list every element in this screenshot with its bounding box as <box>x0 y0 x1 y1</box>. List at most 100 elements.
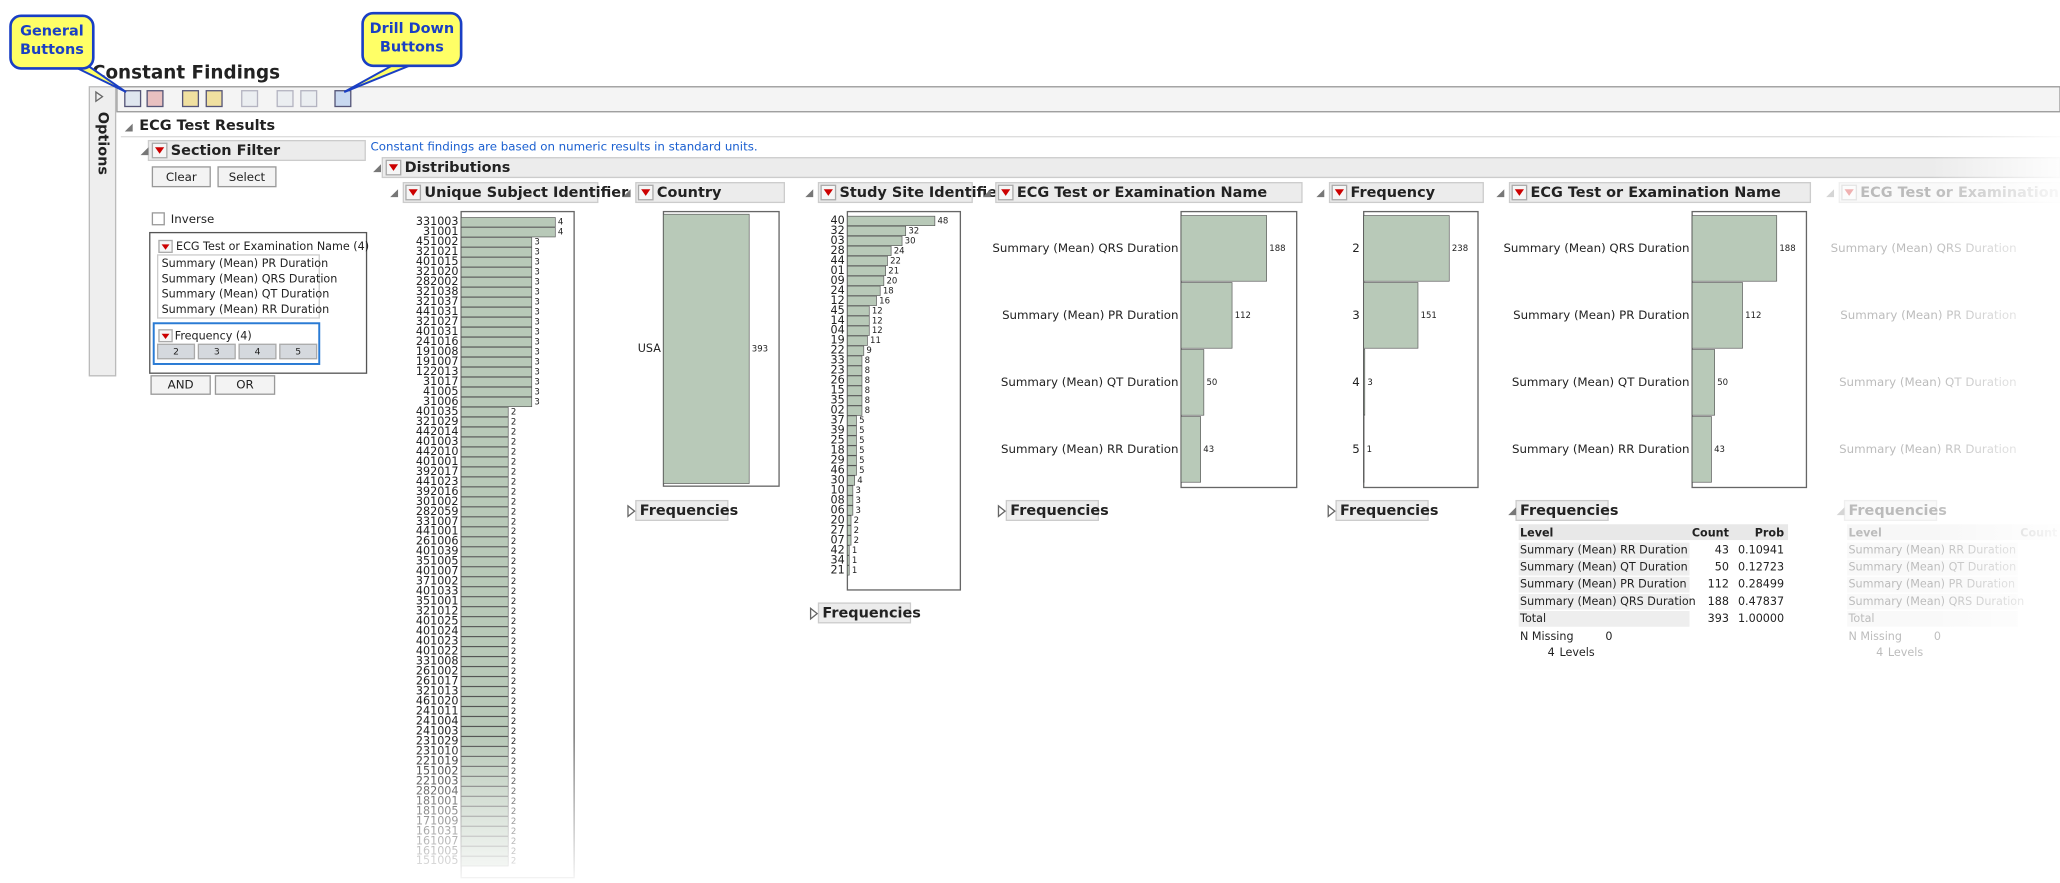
value-label: 1 <box>852 556 857 566</box>
category-label: 401033 <box>416 585 459 598</box>
value-label[interactable]: 5 <box>295 347 301 358</box>
table-cell: 0.28499 <box>1738 578 1784 591</box>
button-icon[interactable] <box>276 90 294 108</box>
bar <box>460 297 533 308</box>
value-label[interactable]: 3 <box>214 347 220 358</box>
value-button[interactable] <box>156 343 196 360</box>
row-bg <box>1518 610 1690 627</box>
value-button[interactable] <box>238 343 277 360</box>
button-label[interactable]: OR <box>236 378 254 392</box>
expand-icon[interactable] <box>997 504 1007 518</box>
collapse-icon[interactable] <box>622 189 631 198</box>
category-label: 31006 <box>423 395 459 408</box>
button-label[interactable]: AND <box>168 378 194 392</box>
value-label: 2 <box>511 487 516 497</box>
category-label: 32 <box>831 224 845 237</box>
callout-text: Buttons <box>380 39 444 55</box>
select-button[interactable] <box>217 166 277 188</box>
panel-title: ECG Test or Examination Name <box>1531 185 1782 201</box>
category-label: 31001 <box>423 225 459 238</box>
category-label: 24 <box>831 284 845 297</box>
and-button[interactable] <box>150 375 211 395</box>
bar <box>847 475 856 486</box>
category-label: 241004 <box>416 714 459 727</box>
button-icon[interactable] <box>334 90 352 108</box>
options-tab[interactable] <box>88 86 117 377</box>
value-label: 8 <box>865 406 870 416</box>
levels-label: Levels <box>1559 646 1594 659</box>
category-label: Summary (Mean) QT Duration <box>1001 375 1179 389</box>
category-label: 282002 <box>416 275 459 288</box>
button-label[interactable]: Select <box>229 170 266 184</box>
button-icon[interactable] <box>181 90 200 108</box>
bar <box>847 395 863 406</box>
value-button[interactable] <box>279 343 318 360</box>
bar <box>460 227 556 238</box>
bar <box>847 405 863 416</box>
value-label[interactable]: 2 <box>173 347 179 358</box>
levels-count: 4 <box>1876 646 1883 659</box>
bar <box>460 287 533 298</box>
collapse-icon[interactable] <box>1826 189 1835 198</box>
category-label: 321021 <box>416 245 459 258</box>
bar <box>847 235 903 246</box>
value-label: 4 <box>558 228 563 238</box>
bar <box>847 515 852 526</box>
filter-item[interactable]: Summary (Mean) PR Duration <box>162 257 329 270</box>
collapse-icon[interactable] <box>373 164 381 173</box>
checkbox[interactable] <box>151 212 165 226</box>
button-icon[interactable] <box>205 90 223 108</box>
category-label: 392017 <box>416 465 459 478</box>
collapse-icon[interactable] <box>1316 189 1325 198</box>
menu-arrow <box>388 164 399 171</box>
value-label: 3 <box>855 486 860 496</box>
collapse-icon[interactable] <box>982 189 991 198</box>
button-icon[interactable] <box>300 90 318 108</box>
button-icon[interactable] <box>241 90 259 108</box>
value-label: 8 <box>865 366 870 376</box>
bar <box>460 516 509 527</box>
collapse-icon[interactable] <box>124 123 133 132</box>
filter-item[interactable]: Summary (Mean) QT Duration <box>162 288 330 301</box>
category-label: 41005 <box>423 385 459 398</box>
expand-icon[interactable] <box>809 606 819 621</box>
value-button[interactable] <box>197 343 236 360</box>
checkbox-label[interactable]: Inverse <box>171 212 215 226</box>
value-label: 3 <box>534 368 539 378</box>
category-label: 20 <box>831 513 845 526</box>
expand-icon[interactable] <box>627 504 636 518</box>
value-label: 3 <box>534 298 539 308</box>
or-button[interactable] <box>214 375 276 395</box>
filter-item[interactable]: Summary (Mean) QRS Duration <box>162 272 338 285</box>
value-label: 2 <box>511 557 516 567</box>
menu-icon[interactable] <box>1841 184 1858 201</box>
filter-item[interactable]: Summary (Mean) RR Duration <box>162 303 330 316</box>
button-label[interactable]: Clear <box>166 170 197 184</box>
expand-icon[interactable] <box>1327 504 1336 518</box>
clear-button[interactable] <box>151 166 211 188</box>
value-label[interactable]: 4 <box>255 347 261 358</box>
bar <box>847 435 857 446</box>
value-label: 2 <box>511 687 516 697</box>
table-cell: Summary (Mean) RR Duration <box>1520 544 1688 557</box>
value-label: 3 <box>534 377 539 387</box>
expand-icon[interactable] <box>95 90 104 103</box>
category-label: 37 <box>831 414 845 427</box>
button-icon[interactable] <box>146 90 164 108</box>
value-label: 5 <box>859 416 864 426</box>
value-label: 2 <box>511 607 516 617</box>
missing-label: N Missing <box>1520 630 1574 643</box>
value-label: 24 <box>894 246 905 256</box>
value-label: 5 <box>859 456 864 466</box>
panel-title: Country <box>657 185 722 201</box>
category-label: 441001 <box>416 525 459 538</box>
distribution-panel: Unique Subject Identifier 331003 4 31001 4 45… <box>390 182 629 879</box>
category-label: 02 <box>831 404 845 417</box>
options-label[interactable]: Options <box>94 112 110 175</box>
button-icon[interactable] <box>124 90 142 108</box>
bar <box>1691 215 1778 282</box>
collapse-icon[interactable] <box>805 189 814 198</box>
panel-title: Study Site Identifier <box>840 185 1006 201</box>
callout-text: Buttons <box>20 42 84 58</box>
category-label: USA <box>638 342 661 355</box>
